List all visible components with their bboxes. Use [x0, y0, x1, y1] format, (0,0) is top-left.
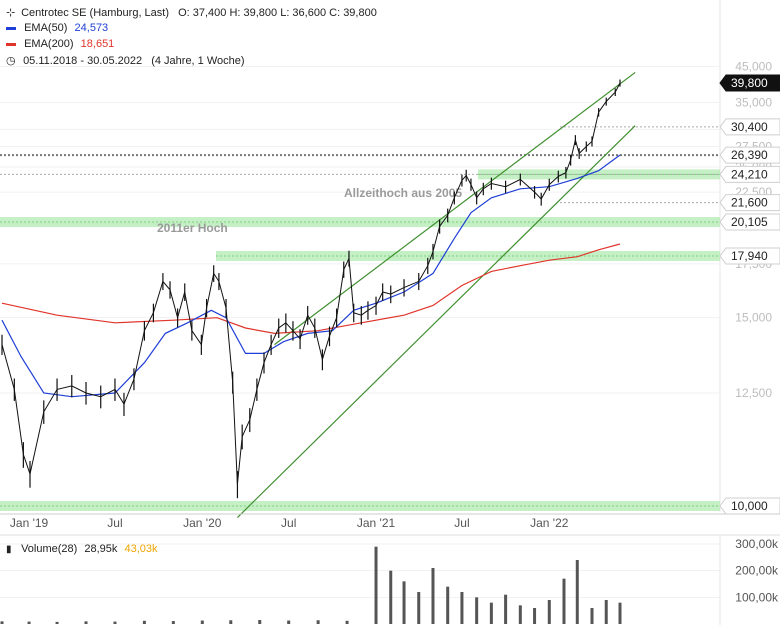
volume-bar — [113, 621, 117, 624]
volume-tick-label-1: 200,00k — [735, 564, 779, 578]
y-tick-label-2: 15,000 — [735, 311, 772, 325]
volume-bar — [84, 621, 88, 624]
price-tag-label-7: 10,000 — [731, 499, 768, 513]
ema200-value: 18,651 — [80, 38, 115, 50]
volume-bar — [417, 592, 421, 624]
volume-bar — [402, 581, 406, 624]
price-tag-label-3: 24,210 — [731, 167, 768, 181]
candle-icon: ⊹ — [6, 7, 16, 19]
ema200-line — [1, 243, 621, 335]
volume-bar — [489, 602, 493, 624]
price-line — [1, 82, 621, 485]
price-tag-4 — [719, 194, 780, 212]
volume-value-2: 43,03k — [124, 543, 158, 555]
ohlc-readout: O: 37,400 H: 39,800 L: 36,600 C: 39,800 — [178, 7, 377, 19]
x-tick-label-6: Jan '22 — [530, 516, 569, 530]
price-tag-label-4: 21,600 — [731, 196, 768, 210]
x-tick-label-3: Jul — [281, 516, 296, 530]
chart-title: Centrotec SE (Hamburg, Last) — [21, 7, 170, 19]
x-tick-label-4: Jan '21 — [357, 516, 396, 530]
volume-bar — [504, 594, 508, 624]
volume-bar — [431, 568, 435, 624]
annotation-2011er-hoch: 2011er Hoch — [157, 221, 228, 235]
trend-channel-lower — [237, 125, 636, 518]
volume-label: Volume(28) — [21, 543, 78, 555]
volume-bar — [575, 560, 579, 624]
volume-bar — [55, 621, 59, 624]
price-tag-3 — [719, 165, 780, 183]
price-tag-label-5: 20,105 — [731, 215, 768, 229]
volume-tick-label-0: 300,00k — [735, 537, 779, 551]
legend-ema50: EMA(50) 24,573 — [6, 22, 108, 34]
x-tick-label-0: Jan '19 — [10, 516, 49, 530]
volume-bar — [316, 620, 320, 624]
ema50-label: EMA(50) — [24, 22, 68, 34]
bar-chart-icon: ▮ — [6, 544, 12, 555]
volume-bar — [258, 620, 262, 624]
clock-icon: ◷ — [6, 55, 16, 67]
trend-channel-upper — [274, 71, 636, 346]
ema200-label: EMA(200) — [24, 38, 74, 50]
volume-bar — [618, 602, 622, 624]
y-tick-label-9: 35,000 — [735, 95, 772, 109]
annotation-allzeithoch: Allzeithoch aus 2005 — [344, 186, 462, 200]
volume-bar — [446, 586, 450, 624]
volume-bar — [142, 620, 146, 624]
price-tag-0 — [719, 74, 780, 92]
price-tag-6 — [719, 247, 780, 265]
x-tick-label-1: Jul — [107, 516, 122, 530]
volume-value-1: 28,95k — [84, 543, 118, 555]
volume-legend: ▮ Volume(28) 28,95k 43,03k — [6, 543, 158, 555]
ema50-value: 24,573 — [74, 22, 109, 34]
volume-bar — [460, 592, 464, 624]
volume-bar — [604, 600, 608, 624]
ema50-swatch — [6, 26, 16, 30]
ema50-line — [1, 154, 621, 398]
price-tag-2 — [719, 146, 780, 164]
price-tag-label-1: 30,400 — [731, 120, 768, 134]
volume-bar — [229, 620, 233, 624]
x-tick-label-5: Jul — [454, 516, 469, 530]
volume-tick-label-2: 100,00k — [735, 590, 779, 604]
volume-bar — [562, 578, 566, 624]
date-range: 05.11.2018 - 30.05.2022 — [23, 55, 143, 67]
x-tick-label-2: Jan '20 — [183, 516, 222, 530]
volume-bar — [475, 597, 479, 624]
volume-bar — [0, 621, 4, 624]
price-tag-5 — [719, 213, 780, 231]
price-tag-1 — [719, 118, 780, 136]
volume-bar — [374, 546, 378, 624]
volume-bar — [518, 605, 522, 624]
volume-bar — [389, 570, 393, 624]
volume-bar — [590, 608, 594, 624]
volume-bar — [345, 620, 349, 624]
price-tag-label-6: 17,940 — [731, 249, 768, 263]
volume-bar — [547, 600, 551, 624]
volume-bar — [27, 621, 31, 624]
duration: (4 Jahre, 1 Woche) — [151, 55, 245, 67]
volume-bar — [287, 620, 291, 624]
y-tick-label-10: 45,000 — [735, 60, 772, 74]
ema200-swatch — [6, 42, 16, 46]
volume-bar — [171, 621, 175, 624]
y-tick-label-1: 12,500 — [735, 386, 772, 400]
price-tag-label-2: 26,390 — [731, 148, 768, 162]
legend-range: ◷ 05.11.2018 - 30.05.2022 (4 Jahre, 1 Wo… — [6, 54, 245, 67]
volume-bar — [533, 608, 537, 624]
volume-bar — [200, 620, 204, 624]
price-tag-label-0: 39,800 — [731, 76, 768, 90]
chart-header: ⊹ Centrotec SE (Hamburg, Last) O: 37,400… — [6, 6, 377, 19]
price-tag-7 — [719, 497, 780, 515]
legend-ema200: EMA(200) 18,651 — [6, 38, 114, 50]
